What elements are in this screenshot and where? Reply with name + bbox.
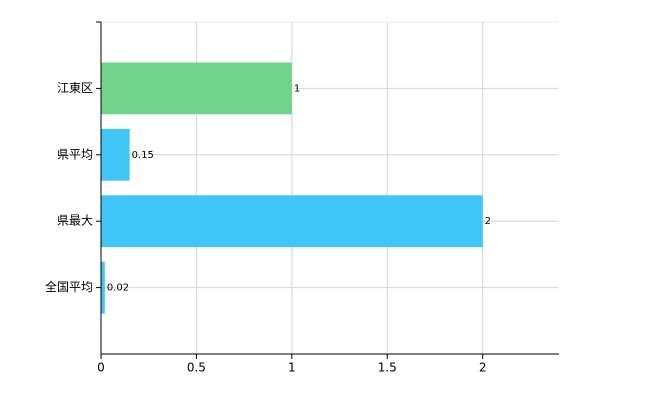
value-label: 0.02 (107, 283, 129, 294)
value-label: 0.15 (132, 150, 154, 161)
bar (101, 62, 292, 115)
x-tick-label: 2 (479, 361, 487, 375)
value-label: 1 (294, 83, 300, 94)
value-label: 2 (485, 216, 491, 227)
bar (101, 195, 483, 248)
y-tick-label: 県最大 (57, 214, 93, 228)
y-tick-label: 江東区 (57, 81, 93, 95)
x-tick-label: 0 (97, 361, 105, 375)
x-tick-label: 1 (288, 361, 296, 375)
x-tick-label: 0.5 (187, 361, 206, 375)
y-tick-label: 県平均 (57, 147, 93, 161)
y-tick-label: 全国平均 (45, 279, 93, 294)
x-tick-label: 1.5 (378, 361, 397, 375)
bar (101, 261, 105, 314)
bar (101, 128, 130, 181)
